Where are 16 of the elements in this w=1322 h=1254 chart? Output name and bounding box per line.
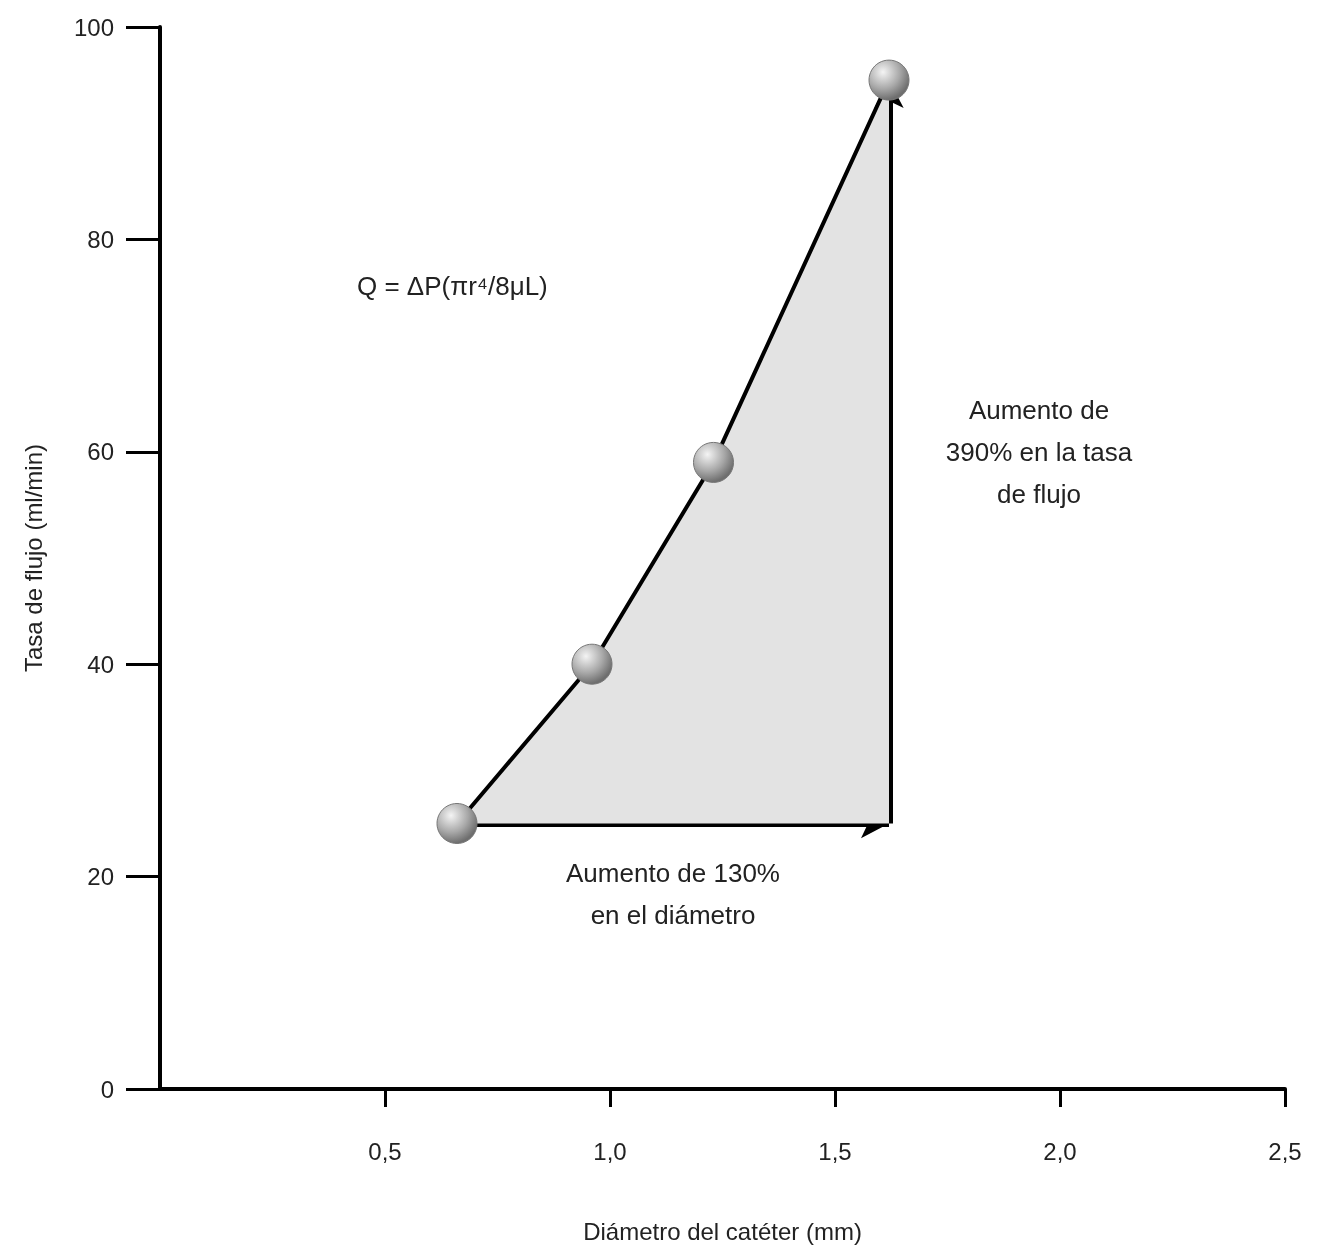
y-axis-title: Tasa de flujo (ml/min) bbox=[19, 443, 47, 673]
y-tick-label: 0 bbox=[100, 1075, 114, 1103]
y-tick-label: 40 bbox=[87, 650, 114, 678]
x-tick-label: 1,5 bbox=[818, 1137, 852, 1165]
annotation: Q = ΔP(πr⁴/8μL) bbox=[357, 270, 548, 301]
x-tick-label: 2,5 bbox=[1268, 1137, 1302, 1165]
y-tick-label: 80 bbox=[87, 225, 114, 253]
x-tick-label: 0,5 bbox=[368, 1137, 402, 1165]
y-tick-label: 60 bbox=[87, 438, 114, 466]
y-tick-label: 20 bbox=[87, 863, 114, 891]
x-tick-label: 1,0 bbox=[593, 1137, 627, 1165]
x-tick-label: 2,0 bbox=[1043, 1137, 1077, 1165]
x-axis-title: Diámetro del catéter (mm) bbox=[583, 1217, 862, 1245]
y-tick-label: 100 bbox=[73, 13, 114, 41]
annotation: Aumento de 130% en el diámetro bbox=[566, 857, 780, 930]
annotation: Aumento de 390% en la tasa de flujo bbox=[945, 394, 1133, 509]
